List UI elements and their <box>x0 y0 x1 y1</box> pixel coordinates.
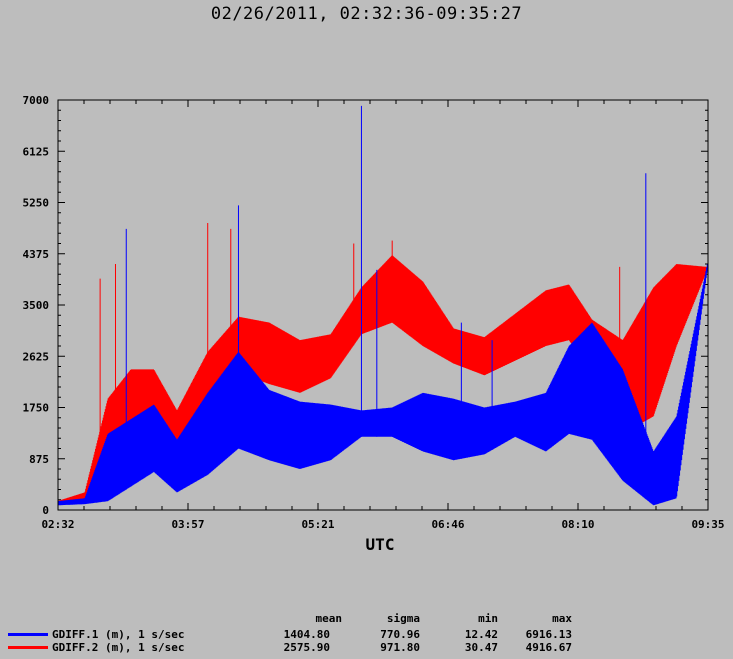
y-tick-label: 5250 <box>23 197 50 210</box>
plot-area: 0 875 1750 2625 3500 4375 5250 6125 7000 02:32 03:… <box>23 94 725 554</box>
plot-frame <box>57 99 709 511</box>
legend-swatch-blue <box>8 633 48 636</box>
y-tick-label: 1750 <box>23 402 50 415</box>
x-tick-label: 09:35 <box>691 518 724 531</box>
y-tick-label: 6125 <box>23 145 50 158</box>
legend-label: GDIFF.1 (m), 1 s/sec <box>52 628 185 641</box>
stat-sigma: 770.96 <box>380 628 420 641</box>
stats-table: mean sigma min max GDIFF.1 (m), 1 s/sec … <box>0 612 733 659</box>
x-tick-label: 08:10 <box>561 518 594 531</box>
y-tick-label: 4375 <box>23 248 50 261</box>
x-tick-label: 06:46 <box>431 518 464 531</box>
label-layer: 0 875 1750 2625 3500 4375 5250 6125 7000 02:32 03:… <box>23 94 725 531</box>
stat-mean: 2575.90 <box>283 641 330 654</box>
stats-header-min: min <box>478 612 498 625</box>
y-tick-label: 0 <box>42 504 49 517</box>
x-axis-label: UTC <box>366 535 395 554</box>
legend-row-gdiff1: GDIFF.1 (m), 1 s/sec 1404.80 770.96 12.4… <box>0 628 733 641</box>
y-tick-label: 2625 <box>23 350 50 363</box>
y-tick-label: 3500 <box>23 299 50 312</box>
y-tick-label: 7000 <box>23 94 50 107</box>
series-layer <box>57 105 708 506</box>
x-tick-label: 02:32 <box>41 518 74 531</box>
stat-max: 6916.13 <box>525 628 572 641</box>
stat-max: 4916.67 <box>525 641 572 654</box>
stat-mean: 1404.80 <box>283 628 330 641</box>
stat-sigma: 971.80 <box>380 641 420 654</box>
stat-min: 12.42 <box>464 628 498 641</box>
chart-title: 02/26/2011, 02:32:36-09:35:27 <box>210 4 523 24</box>
y-tick-label: 875 <box>29 453 49 466</box>
stats-header-max: max <box>552 612 572 625</box>
x-tick-label: 03:57 <box>171 518 204 531</box>
x-tick-label: 05:21 <box>301 518 334 531</box>
legend-row-gdiff2: GDIFF.2 (m), 1 s/sec 2575.90 971.80 30.4… <box>0 641 733 654</box>
series-line-1 <box>57 264 708 506</box>
legend-swatch-red <box>8 646 48 649</box>
legend-label: GDIFF.2 (m), 1 s/sec <box>52 641 185 654</box>
stats-header-mean: mean <box>315 612 343 625</box>
stat-min: 30.47 <box>464 641 498 654</box>
stats-header-sigma: sigma <box>386 612 420 625</box>
